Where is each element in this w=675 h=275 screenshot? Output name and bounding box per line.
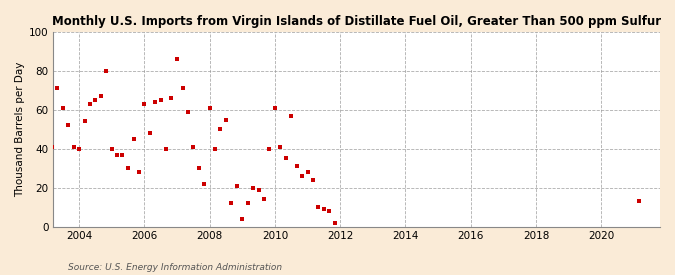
- Point: [188, 145, 198, 149]
- Point: [232, 183, 242, 188]
- Y-axis label: Thousand Barrels per Day: Thousand Barrels per Day: [15, 62, 25, 197]
- Point: [221, 117, 232, 122]
- Point: [313, 205, 324, 209]
- Point: [84, 102, 95, 106]
- Point: [144, 131, 155, 135]
- Point: [280, 156, 291, 161]
- Point: [264, 147, 275, 151]
- Point: [74, 147, 84, 151]
- Point: [329, 221, 340, 225]
- Point: [171, 57, 182, 61]
- Text: Source: U.S. Energy Information Administration: Source: U.S. Energy Information Administ…: [68, 263, 281, 272]
- Point: [139, 102, 150, 106]
- Point: [57, 106, 68, 110]
- Point: [248, 185, 259, 190]
- Point: [269, 106, 280, 110]
- Point: [296, 174, 307, 178]
- Point: [215, 127, 225, 131]
- Point: [90, 98, 101, 102]
- Point: [161, 147, 171, 151]
- Point: [79, 119, 90, 124]
- Point: [96, 94, 107, 98]
- Point: [155, 98, 166, 102]
- Point: [166, 96, 177, 100]
- Point: [634, 199, 645, 204]
- Point: [324, 209, 335, 213]
- Point: [101, 69, 111, 73]
- Title: Monthly U.S. Imports from Virgin Islands of Distillate Fuel Oil, Greater Than 50: Monthly U.S. Imports from Virgin Islands…: [52, 15, 661, 28]
- Point: [150, 100, 161, 104]
- Point: [117, 152, 128, 157]
- Point: [319, 207, 329, 211]
- Point: [226, 201, 237, 205]
- Point: [128, 137, 139, 141]
- Point: [47, 145, 57, 149]
- Point: [210, 147, 221, 151]
- Point: [123, 166, 134, 170]
- Point: [68, 145, 79, 149]
- Point: [177, 86, 188, 90]
- Point: [302, 170, 313, 174]
- Point: [194, 166, 205, 170]
- Point: [275, 145, 286, 149]
- Point: [308, 178, 319, 182]
- Point: [134, 170, 144, 174]
- Point: [112, 152, 123, 157]
- Point: [63, 123, 74, 128]
- Point: [292, 164, 302, 169]
- Point: [237, 217, 248, 221]
- Point: [253, 187, 264, 192]
- Point: [242, 201, 253, 205]
- Point: [286, 114, 296, 118]
- Point: [106, 147, 117, 151]
- Point: [198, 182, 209, 186]
- Point: [205, 106, 215, 110]
- Point: [52, 86, 63, 90]
- Point: [259, 197, 269, 202]
- Point: [182, 109, 193, 114]
